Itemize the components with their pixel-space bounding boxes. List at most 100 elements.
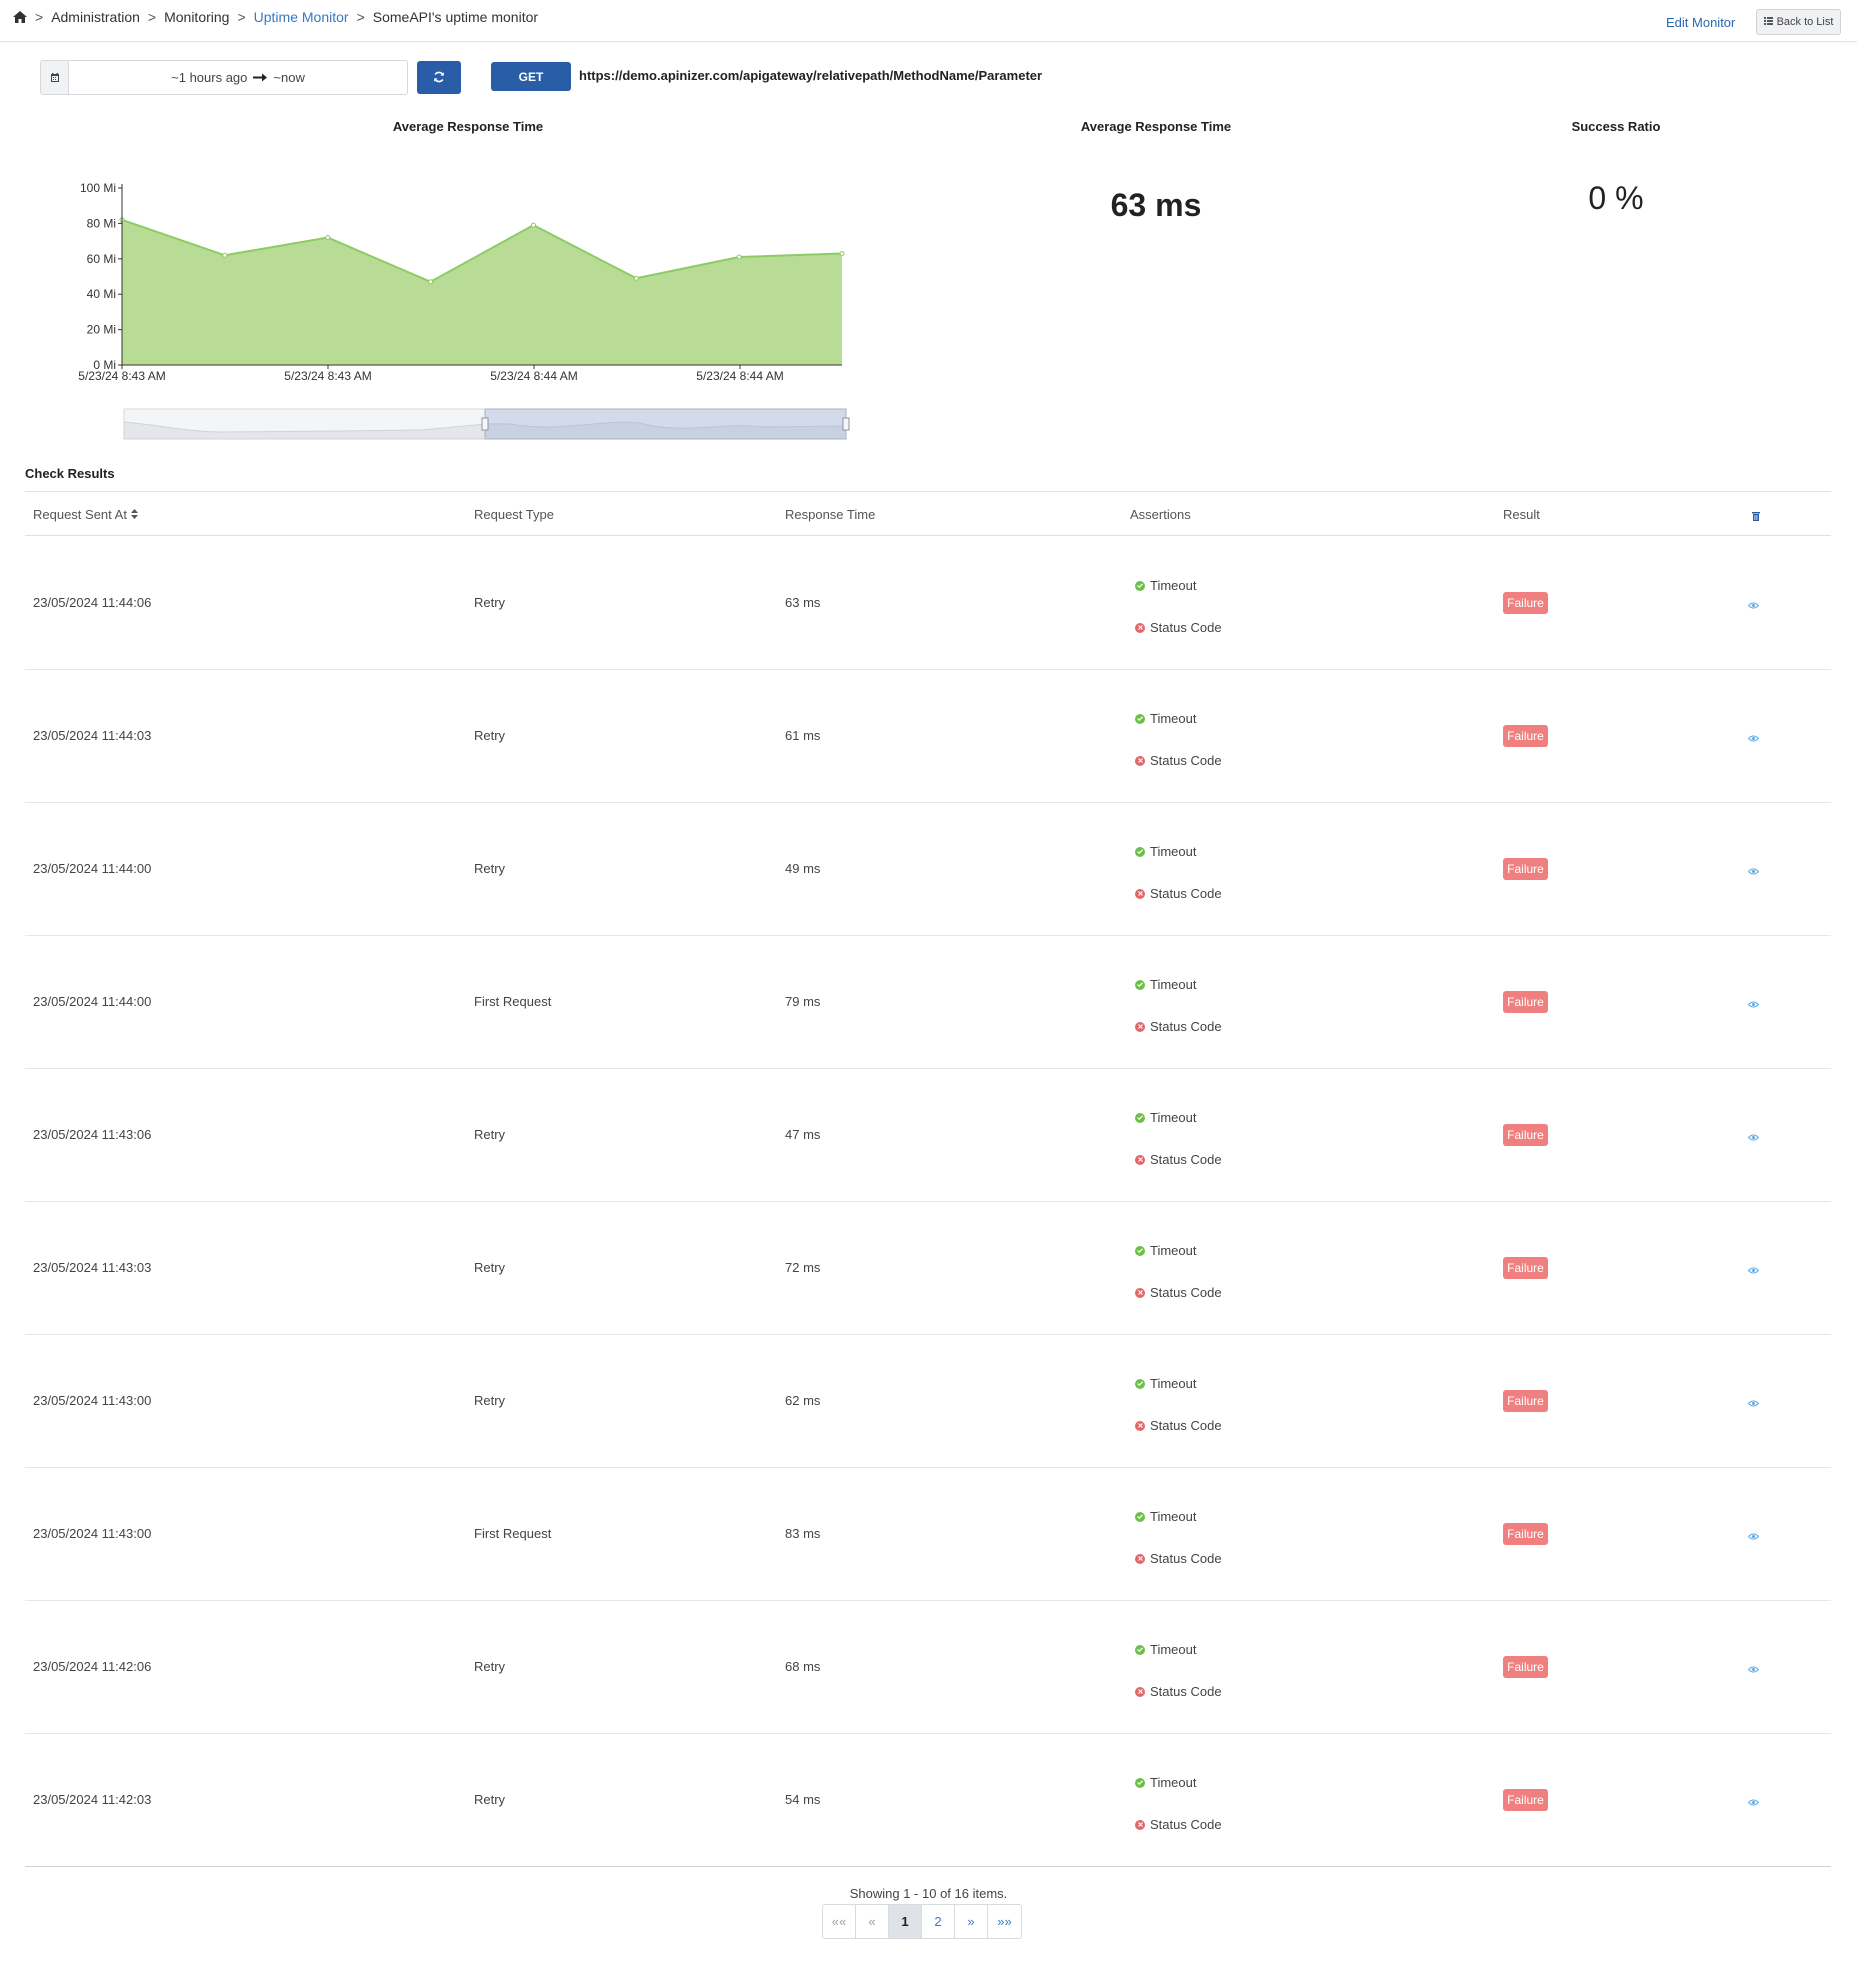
cell-request-sent-at: 23/05/2024 11:43:00	[33, 1393, 152, 1408]
y-tick-label: 0 Mi	[93, 358, 116, 372]
assertion-timeout: Timeout	[1135, 1243, 1196, 1258]
table-footer-divider	[25, 1866, 1831, 1867]
home-icon[interactable]	[13, 11, 27, 23]
assertion-status-code-label: Status Code	[1150, 1152, 1222, 1167]
assertion-status-code: Status Code	[1135, 753, 1222, 768]
status-badge: Failure	[1503, 1390, 1548, 1412]
cell-response-time: 79 ms	[785, 994, 821, 1009]
eye-icon[interactable]	[1747, 1128, 1760, 1144]
assertion-timeout-label: Timeout	[1150, 844, 1197, 859]
status-badge: Failure	[1503, 1257, 1548, 1279]
back-to-list-button[interactable]: Back to List	[1756, 9, 1841, 35]
breadcrumb-uptime-monitor[interactable]: Uptime Monitor	[253, 9, 349, 25]
y-tick-label: 60 Mi	[87, 252, 116, 266]
assertion-timeout-label: Timeout	[1150, 711, 1197, 726]
assertion-status-code-label: Status Code	[1150, 1551, 1222, 1566]
assertion-timeout: Timeout	[1135, 1642, 1196, 1657]
status-badge: Failure	[1503, 1789, 1548, 1811]
x-tick-label: 5/23/24 8:44 AM	[696, 369, 783, 383]
assertion-timeout: Timeout	[1135, 1509, 1196, 1524]
check-results-title: Check Results	[25, 466, 115, 481]
cell-request-type: Retry	[474, 1260, 506, 1275]
assertion-timeout-label: Timeout	[1150, 1243, 1197, 1258]
x-tick-label: 5/23/24 8:43 AM	[284, 369, 371, 383]
cell-request-sent-at: 23/05/2024 11:43:00	[33, 1526, 152, 1541]
chart-point	[222, 252, 228, 258]
assertion-timeout: Timeout	[1135, 1775, 1196, 1790]
chart-title: Average Response Time	[392, 119, 544, 134]
assertion-status-code: Status Code	[1135, 1684, 1222, 1699]
column-result: Result	[1503, 507, 1540, 522]
eye-icon[interactable]	[1747, 1527, 1760, 1543]
breadcrumb-administration[interactable]: Administration	[51, 9, 140, 25]
x-circle-icon	[1135, 1021, 1145, 1032]
cell-request-sent-at: 23/05/2024 11:44:03	[33, 728, 152, 743]
y-tick-label: 80 Mi	[87, 216, 116, 230]
cell-request-sent-at: 23/05/2024 11:44:00	[33, 861, 152, 876]
sort-icon[interactable]	[130, 507, 138, 522]
next-page-button[interactable]: »	[955, 1905, 988, 1938]
chart-point	[428, 279, 434, 285]
assertion-timeout-label: Timeout	[1150, 1642, 1197, 1657]
cell-response-time: 72 ms	[785, 1260, 821, 1275]
eye-icon[interactable]	[1747, 1261, 1760, 1277]
assertion-timeout-label: Timeout	[1150, 977, 1197, 992]
edit-monitor-link[interactable]: Edit Monitor	[1666, 15, 1736, 30]
navigator-selection	[484, 408, 847, 440]
assertion-timeout: Timeout	[1135, 711, 1196, 726]
assertion-status-code-label: Status Code	[1150, 1285, 1222, 1300]
assertion-timeout-label: Timeout	[1150, 1110, 1197, 1125]
eye-icon[interactable]	[1747, 596, 1760, 612]
avg-response-title: Average Response Time	[1080, 119, 1232, 134]
eye-icon[interactable]	[1747, 1793, 1760, 1809]
status-badge: Failure	[1503, 1124, 1548, 1146]
date-range-value[interactable]: ~1 hours ago ~now	[69, 61, 407, 94]
cell-request-type: First Request	[474, 994, 552, 1009]
range-from: ~1 hours ago	[171, 70, 248, 85]
assertion-timeout: Timeout	[1135, 1110, 1196, 1125]
cell-request-sent-at: 23/05/2024 11:42:03	[33, 1792, 152, 1807]
refresh-button[interactable]	[417, 61, 461, 94]
x-tick-label: 5/23/24 8:44 AM	[490, 369, 577, 383]
date-range-picker[interactable]: ~1 hours ago ~now	[40, 60, 408, 95]
chart-line	[121, 218, 843, 283]
first-page-button[interactable]: ««	[823, 1905, 856, 1938]
section-divider	[25, 491, 1831, 492]
http-method-button[interactable]: GET	[491, 62, 571, 91]
cell-response-time: 63 ms	[785, 595, 821, 610]
breadcrumb-separator: >	[147, 9, 157, 25]
calendar-icon[interactable]	[41, 61, 69, 94]
prev-page-button[interactable]: «	[856, 1905, 889, 1938]
check-circle-icon	[1135, 1245, 1145, 1256]
breadcrumb-monitoring[interactable]: Monitoring	[164, 9, 230, 25]
table-row: 23/05/2024 11:43:00 Retry 62 ms Timeout Stat…	[25, 1335, 1831, 1468]
eye-icon[interactable]	[1747, 729, 1760, 745]
assertion-timeout: Timeout	[1135, 977, 1196, 992]
trash-icon[interactable]	[1752, 509, 1760, 524]
table-header: Request Sent At Request Type Response Ti…	[25, 493, 1831, 536]
assertion-status-code-label: Status Code	[1150, 620, 1222, 635]
eye-icon[interactable]	[1747, 995, 1760, 1011]
assertion-status-code-label: Status Code	[1150, 1418, 1222, 1433]
assertion-timeout: Timeout	[1135, 844, 1196, 859]
page-2-button[interactable]: 2	[922, 1905, 955, 1938]
assertion-timeout-label: Timeout	[1150, 1775, 1197, 1790]
column-request-sent-at[interactable]: Request Sent At	[33, 507, 138, 522]
column-request-sent-at-label: Request Sent At	[33, 507, 127, 522]
eye-icon[interactable]	[1747, 1660, 1760, 1676]
cell-request-sent-at: 23/05/2024 11:43:03	[33, 1260, 152, 1275]
x-circle-icon	[1135, 1420, 1145, 1431]
chart-point	[736, 254, 742, 260]
status-badge: Failure	[1503, 725, 1548, 747]
assertion-status-code: Status Code	[1135, 1418, 1222, 1433]
table-row: 23/05/2024 11:43:00 First Request 83 ms Tim…	[25, 1468, 1831, 1601]
eye-icon[interactable]	[1747, 862, 1760, 878]
chart-point	[325, 235, 331, 241]
page-1-button[interactable]: 1	[889, 1905, 922, 1938]
check-circle-icon	[1135, 1644, 1145, 1655]
x-circle-icon	[1135, 755, 1145, 766]
last-page-button[interactable]: »»	[997, 1914, 1012, 1929]
eye-icon[interactable]	[1747, 1394, 1760, 1410]
assertion-status-code: Status Code	[1135, 620, 1222, 635]
